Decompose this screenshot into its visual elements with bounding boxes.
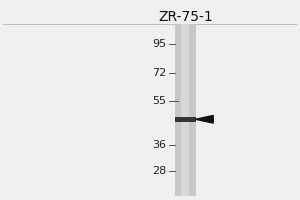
Text: 95: 95 bbox=[152, 39, 166, 49]
Text: 28: 28 bbox=[152, 166, 166, 176]
Text: 72: 72 bbox=[152, 68, 166, 78]
Polygon shape bbox=[196, 115, 213, 123]
Bar bbox=[181, 24, 189, 196]
Text: 55: 55 bbox=[152, 96, 166, 106]
Text: 36: 36 bbox=[152, 140, 166, 150]
Bar bbox=[175, 117, 196, 122]
Text: ZR-75-1: ZR-75-1 bbox=[158, 10, 213, 24]
Bar bbox=[175, 24, 196, 196]
